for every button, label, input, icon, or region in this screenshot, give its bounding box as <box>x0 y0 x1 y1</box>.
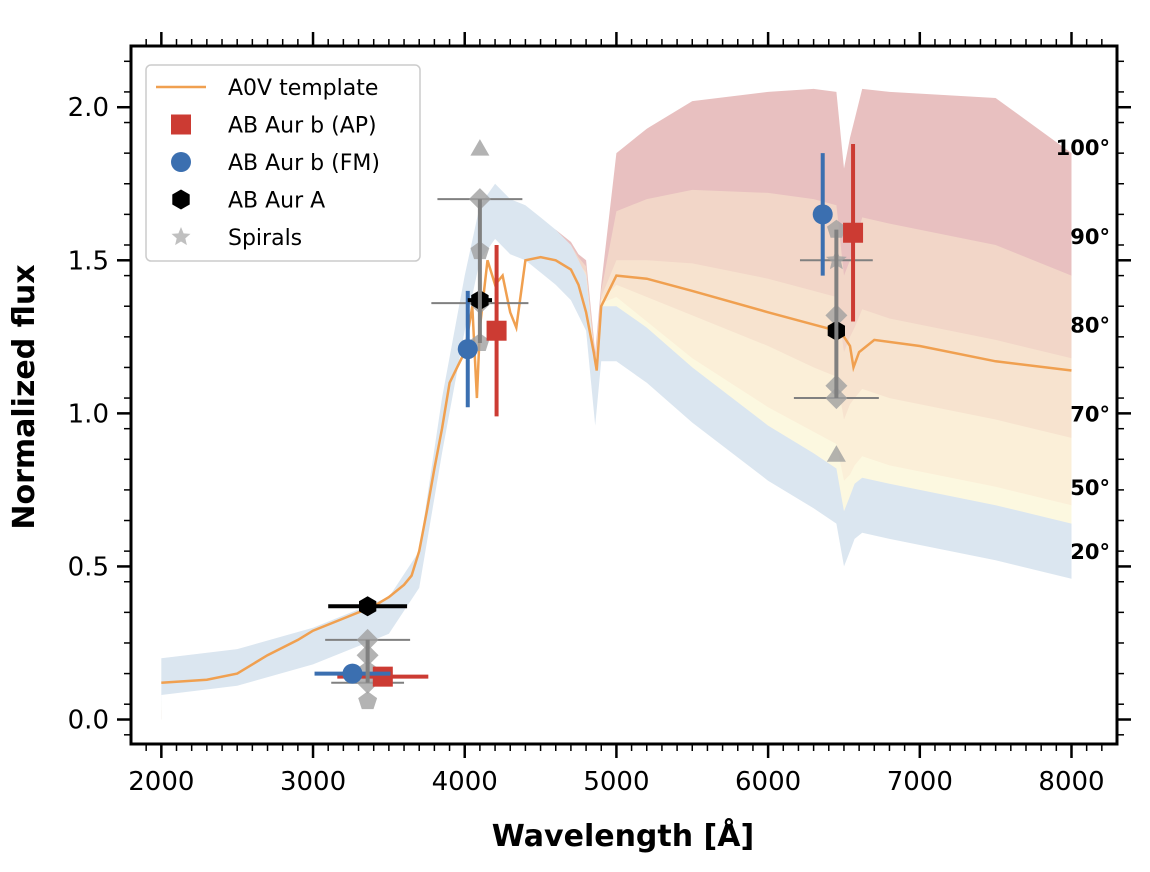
legend-swatch <box>171 227 191 246</box>
flux-bands <box>161 88 1072 744</box>
legend: A0V template AB Aur b (AP) AB Aur b (FM) AB… <box>145 64 421 262</box>
data-point <box>470 139 490 156</box>
angle-labels: 100° 90° 80° 70° 50° 20° <box>1056 136 1110 564</box>
angle-label: 90° <box>1070 225 1110 249</box>
angle-label: 100° <box>1056 136 1110 160</box>
legend-label: AB Aur A <box>228 189 325 214</box>
data-point <box>827 219 846 238</box>
angle-label: 20° <box>1070 540 1110 564</box>
legend-swatch <box>171 152 191 172</box>
band-mask <box>161 238 1072 744</box>
data-point <box>843 222 864 243</box>
y-axis-label: Normalized flux <box>7 264 42 529</box>
legend-label: Spirals <box>228 226 302 251</box>
y-tick-label: 1.5 <box>68 246 109 276</box>
legend-swatch <box>171 114 191 135</box>
data-point <box>457 339 478 360</box>
legend-swatch <box>172 189 190 210</box>
y-tick-label: 2.0 <box>68 93 109 123</box>
x-tick-label: 6000 <box>735 767 801 797</box>
data-point <box>826 445 846 462</box>
angle-label: 50° <box>1070 476 1110 500</box>
x-tick-label: 4000 <box>432 767 498 797</box>
legend-label: A0V template <box>228 76 378 101</box>
angle-label: 80° <box>1070 314 1110 338</box>
data-point <box>372 666 393 687</box>
x-tick-label: 5000 <box>583 767 649 797</box>
data-point <box>342 663 363 684</box>
y-tick-label: 0.5 <box>68 552 109 582</box>
x-tick-label: 7000 <box>887 767 953 797</box>
x-tick-label: 2000 <box>128 767 194 797</box>
y-tick-label: 0.0 <box>68 706 109 736</box>
data-point <box>825 387 848 410</box>
data-point <box>812 204 833 225</box>
axis-ticks: 2000 3000 4000 5000 6000 7000 8000 0.0 0.5 1.0 1.5… <box>68 32 1131 797</box>
plot-frame <box>129 44 1119 746</box>
data-point <box>486 320 507 341</box>
angle-label: 70° <box>1070 402 1110 426</box>
x-axis-label: Wavelength [Å] <box>492 817 754 854</box>
data-point <box>356 628 379 651</box>
data-points <box>314 139 879 710</box>
data-point <box>358 691 378 710</box>
x-tick-label: 8000 <box>1038 767 1104 797</box>
legend-label: AB Aur b (AP) <box>228 114 377 139</box>
data-point <box>359 596 377 617</box>
legend-box <box>145 64 421 262</box>
legend-label: AB Aur b (FM) <box>228 151 380 176</box>
x-tick-label: 3000 <box>280 767 346 797</box>
y-tick-label: 1.0 <box>68 399 109 429</box>
